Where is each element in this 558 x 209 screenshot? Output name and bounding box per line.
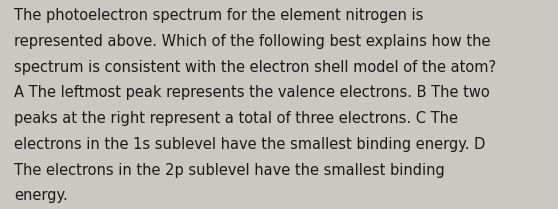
Text: represented above. Which of the following best explains how the: represented above. Which of the followin… bbox=[14, 34, 490, 49]
Text: The electrons in the 2p sublevel have the smallest binding: The electrons in the 2p sublevel have th… bbox=[14, 163, 445, 178]
Text: A The leftmost peak represents the valence electrons. B The two: A The leftmost peak represents the valen… bbox=[14, 85, 490, 101]
Text: peaks at the right represent a total of three electrons. C The: peaks at the right represent a total of … bbox=[14, 111, 458, 126]
Text: spectrum is consistent with the electron shell model of the atom?: spectrum is consistent with the electron… bbox=[14, 60, 496, 75]
Text: energy.: energy. bbox=[14, 188, 68, 203]
Text: electrons in the 1s sublevel have the smallest binding energy. D: electrons in the 1s sublevel have the sm… bbox=[14, 137, 485, 152]
Text: The photoelectron spectrum for the element nitrogen is: The photoelectron spectrum for the eleme… bbox=[14, 8, 424, 23]
